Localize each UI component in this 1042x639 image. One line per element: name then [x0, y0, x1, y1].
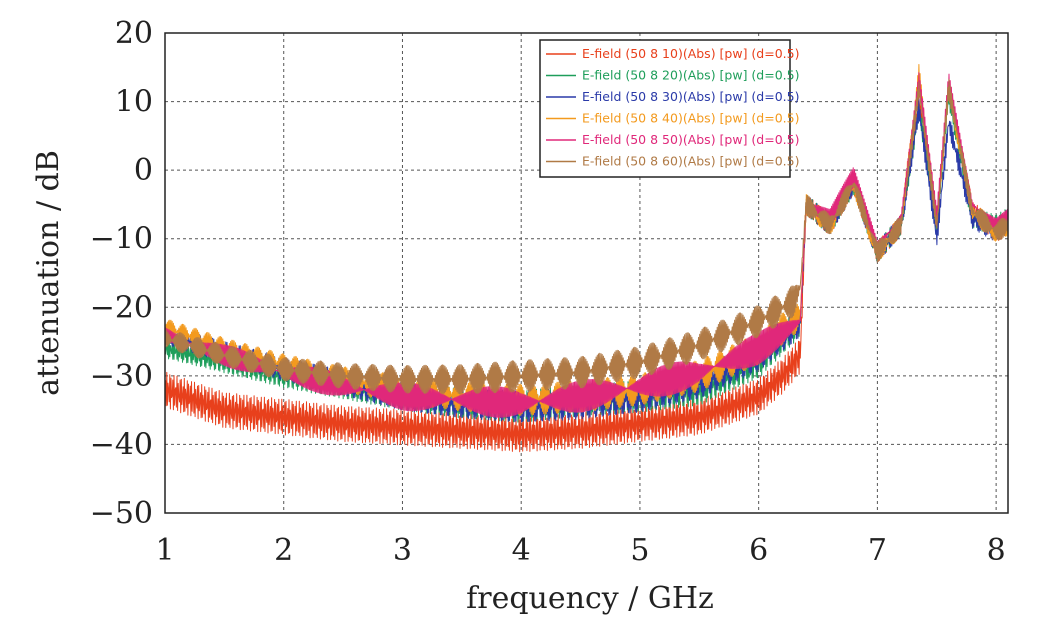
- legend-entry: E-field (50 8 40)(Abs) [pw] (d=0.5): [582, 111, 799, 126]
- x-tick-label: 8: [987, 533, 1006, 568]
- y-tick-label: −50: [90, 496, 153, 531]
- series-line: [164, 78, 1009, 395]
- legend-entry: E-field (50 8 20)(Abs) [pw] (d=0.5): [582, 68, 799, 83]
- legend-entry: E-field (50 8 10)(Abs) [pw] (d=0.5): [582, 46, 799, 61]
- x-tick-label: 1: [155, 533, 174, 568]
- x-tick-label: 7: [868, 533, 887, 568]
- x-tick-label: 4: [512, 533, 531, 568]
- y-tick-label: 10: [115, 85, 153, 120]
- legend-entry: E-field (50 8 60)(Abs) [pw] (d=0.5): [582, 154, 799, 169]
- y-axis-label: attenuation / dB: [31, 150, 66, 396]
- x-axis-label: frequency / GHz: [466, 581, 714, 616]
- legend-entry: E-field (50 8 30)(Abs) [pw] (d=0.5): [582, 89, 799, 104]
- y-tick-label: −40: [90, 427, 153, 462]
- plot-frame: [164, 32, 1009, 514]
- legend-box: [539, 39, 791, 178]
- y-tick-label: −10: [90, 222, 153, 257]
- y-tick-label: −20: [90, 290, 153, 325]
- y-tick-label: −30: [90, 359, 153, 394]
- x-tick-label: 5: [630, 533, 649, 568]
- series-lines: [164, 64, 1009, 453]
- x-tick-labels: 1 2 3 4 5 6 7 8: [155, 533, 1005, 568]
- y-tick-labels: 20 10 0 −10 −20 −30 −40 −50: [90, 16, 153, 531]
- x-tick-label: 3: [393, 533, 412, 568]
- legend: E-field (50 8 10)(Abs) [pw] (d=0.5) E-fie…: [539, 39, 799, 178]
- x-tick-label: 6: [749, 533, 768, 568]
- y-tick-label: 20: [115, 16, 153, 51]
- legend-entry: E-field (50 8 50)(Abs) [pw] (d=0.5): [582, 132, 799, 147]
- x-tick-label: 2: [274, 533, 293, 568]
- y-tick-label: 0: [134, 153, 153, 188]
